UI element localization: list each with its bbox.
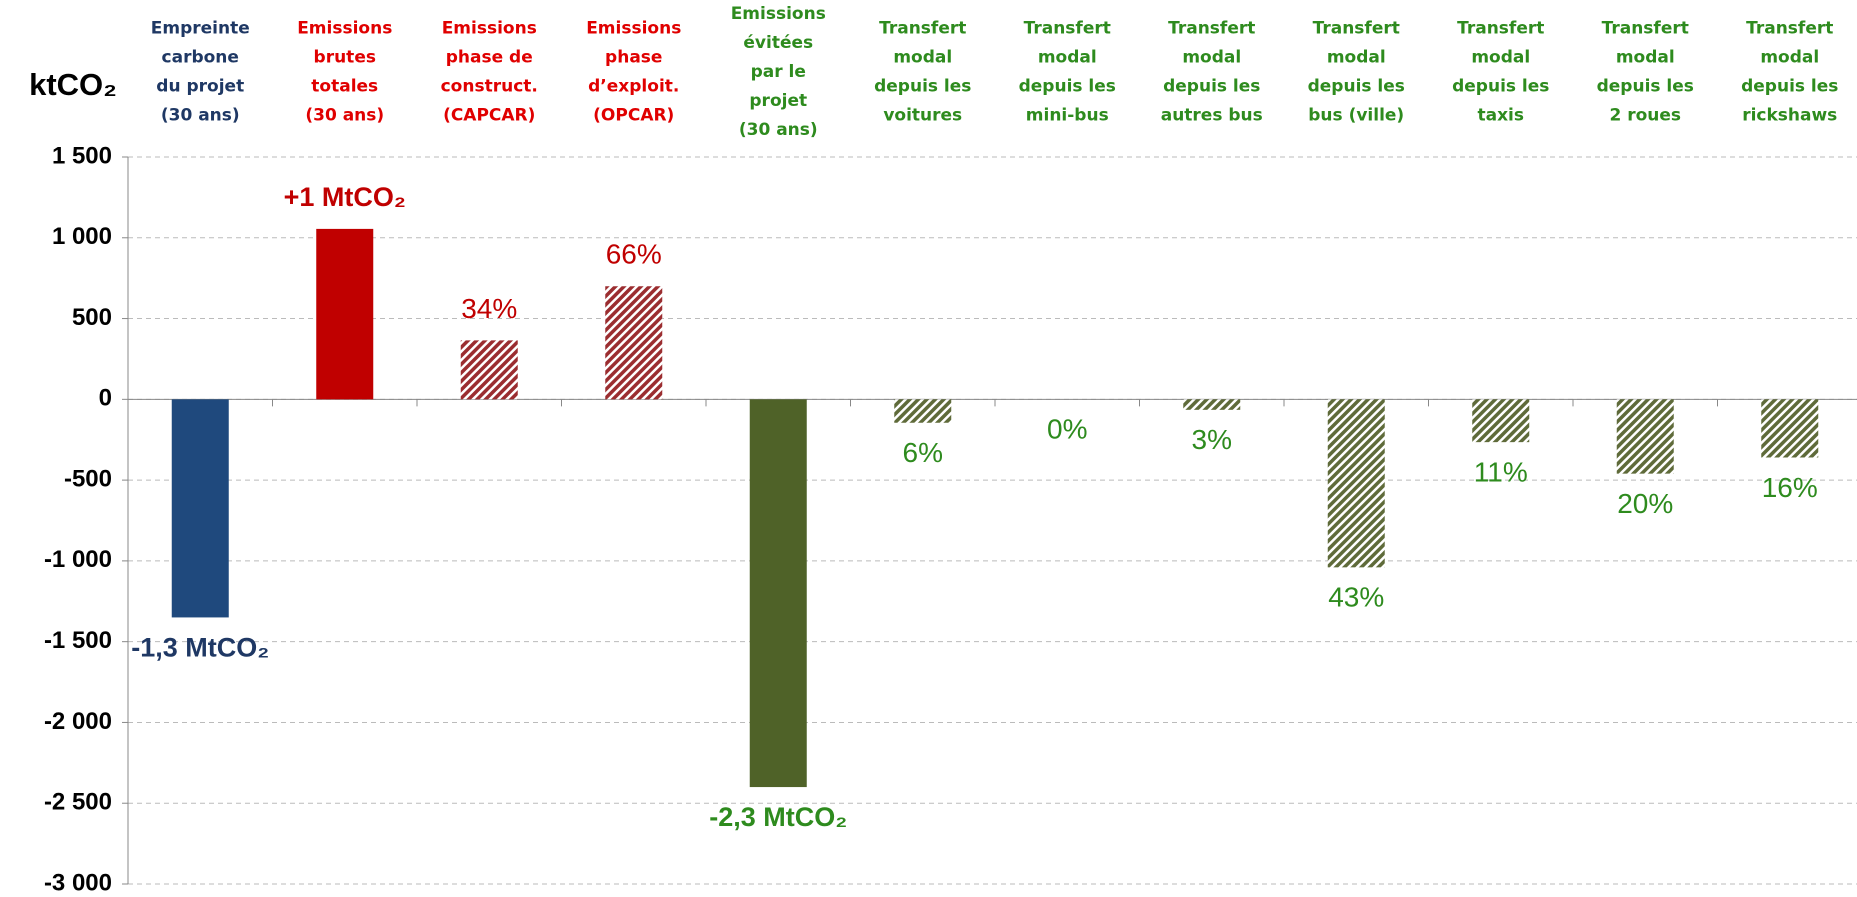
- x-tick-label: modal: [1760, 48, 1819, 68]
- y-tick-label: -1 500: [44, 627, 112, 654]
- x-tick-label: Emissions: [731, 4, 826, 24]
- y-tick-label: 0: [99, 385, 112, 412]
- x-tick-label: Emissions: [586, 19, 681, 39]
- y-tick-label: -2 000: [44, 708, 112, 735]
- bar: [1327, 399, 1385, 568]
- x-tick-label: depuis les: [1163, 77, 1260, 97]
- x-tick-label: Transfert: [1457, 19, 1544, 39]
- y-tick-label: 1 500: [52, 142, 112, 169]
- x-tick-label: du projet: [156, 77, 244, 97]
- x-tick-label: depuis les: [1741, 77, 1838, 97]
- x-tick-label: modal: [1182, 48, 1241, 68]
- x-tick-label: (30 ans): [305, 106, 384, 126]
- x-tick-label: par le: [751, 62, 806, 82]
- x-tick-label: (30 ans): [739, 120, 818, 140]
- x-tick-label: Transfert: [1168, 19, 1255, 39]
- x-tick-label: depuis les: [1452, 77, 1549, 97]
- x-tick-label: construct.: [441, 77, 538, 97]
- x-tick-label: modal: [1327, 48, 1386, 68]
- x-tick-label: phase de: [446, 48, 533, 68]
- annotation: +1 MtCO₂: [284, 182, 406, 212]
- x-tick-label: depuis les: [874, 77, 971, 97]
- y-tick-label: 500: [72, 304, 112, 331]
- x-tick-label: autres bus: [1161, 106, 1263, 126]
- x-tick-label: taxis: [1477, 106, 1524, 126]
- x-tick-label: Transfert: [1313, 19, 1400, 39]
- x-tick-label: depuis les: [1597, 77, 1694, 97]
- x-tick-label: Emissions: [442, 19, 537, 39]
- x-tick-label: modal: [893, 48, 952, 68]
- bar: [316, 228, 374, 400]
- x-tick-label: modal: [1038, 48, 1097, 68]
- x-tick-label: rickshaws: [1742, 106, 1837, 126]
- x-tick-label: phase: [605, 48, 662, 68]
- y-tick-label: -3 000: [44, 869, 112, 896]
- x-tick-label: Transfert: [1602, 19, 1689, 39]
- x-tick-label: (30 ans): [161, 106, 240, 126]
- x-tick-label: carbone: [162, 48, 239, 68]
- x-tick-label: modal: [1471, 48, 1530, 68]
- bar: [605, 286, 663, 400]
- y-tick-label: 1 000: [52, 223, 112, 250]
- x-tick-label: Transfert: [879, 19, 966, 39]
- x-tick-label: Transfert: [1746, 19, 1833, 39]
- x-tick-label: évitées: [743, 33, 813, 53]
- bar: [1616, 399, 1674, 474]
- x-tick-label: bus (ville): [1308, 106, 1404, 126]
- x-tick-label: brutes: [314, 48, 376, 68]
- bar: [1761, 399, 1819, 458]
- y-axis-label: ktCO₂: [29, 67, 117, 102]
- annotation: 0%: [1047, 414, 1087, 445]
- x-tick-label: 2 roues: [1609, 106, 1681, 126]
- x-tick-label: projet: [749, 91, 807, 111]
- annotation: 34%: [461, 293, 517, 324]
- y-tick-label: -500: [64, 465, 112, 492]
- annotation: -1,3 MtCO₂: [131, 633, 269, 663]
- bar: [749, 399, 807, 788]
- x-tick-label: totales: [311, 77, 378, 97]
- annotation: 6%: [903, 437, 943, 468]
- bar: [1472, 399, 1530, 443]
- y-tick-label: -1 000: [44, 546, 112, 573]
- x-tick-label: Emissions: [297, 19, 392, 39]
- annotation: -2,3 MtCO₂: [709, 802, 847, 832]
- x-tick-label: depuis les: [1019, 77, 1116, 97]
- x-tick-label: Empreinte: [151, 19, 250, 39]
- x-tick-label: Transfert: [1024, 19, 1111, 39]
- x-tick-label: d’exploit.: [588, 77, 679, 97]
- bar: [460, 340, 518, 400]
- x-tick-label: depuis les: [1308, 77, 1405, 97]
- x-tick-label: (OPCAR): [593, 106, 674, 126]
- annotation: 16%: [1762, 472, 1818, 503]
- bar: [171, 399, 229, 618]
- x-tick-label: modal: [1616, 48, 1675, 68]
- bar: [894, 399, 952, 423]
- bar: [1183, 399, 1241, 410]
- annotation: 43%: [1328, 582, 1384, 613]
- x-tick-label: voitures: [883, 106, 962, 126]
- annotation: 3%: [1192, 424, 1232, 455]
- x-tick-label: (CAPCAR): [443, 106, 535, 126]
- annotation: 20%: [1617, 488, 1673, 519]
- annotation: 66%: [606, 239, 662, 270]
- x-tick-label: mini-bus: [1026, 106, 1109, 126]
- annotation: 11%: [1474, 457, 1528, 488]
- y-tick-label: -2 500: [44, 789, 112, 816]
